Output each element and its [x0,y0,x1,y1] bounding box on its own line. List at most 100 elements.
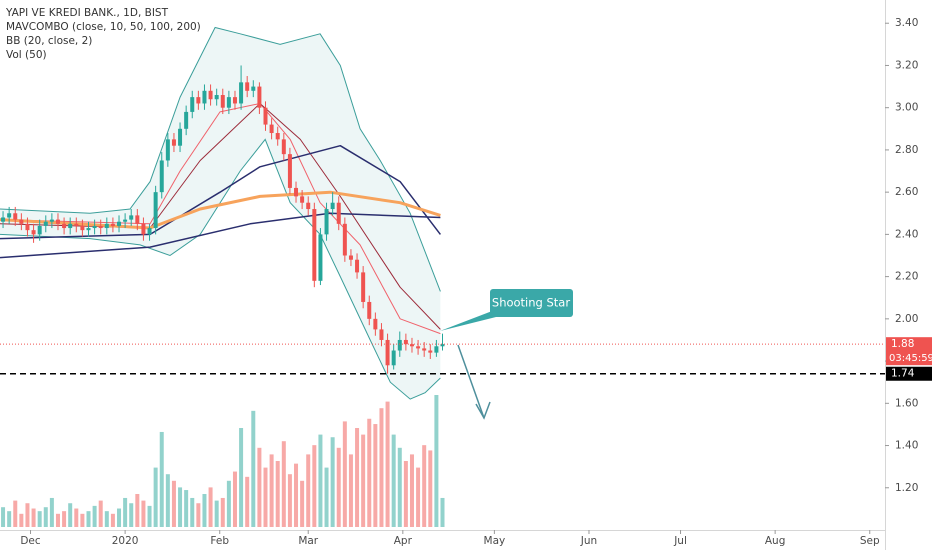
volume-bar [80,513,85,527]
candle-body [275,133,280,140]
volume-bar [19,513,24,527]
ma-line [0,144,441,240]
candle-body [342,223,347,256]
volume-bar [403,461,408,527]
candle-body [391,350,396,366]
volume-bar [135,494,140,527]
candle-body [165,139,170,161]
volume-bar [226,480,231,527]
moving-averages [0,103,441,335]
candle-body [379,329,384,340]
volume-bar [1,507,6,527]
y-tick-label: 1.60 [895,397,918,409]
volume-bar [409,454,414,527]
x-tick-label: Jun [580,535,597,547]
candle-body [1,217,6,222]
candle-body [336,202,341,224]
volume-bar [281,441,286,527]
volume-bar [342,421,347,527]
countdown-label: 03:45:59 [889,353,932,364]
volume-bar [355,428,360,527]
candle-body [147,228,152,235]
volume-bar [312,445,317,527]
volume-bar [373,424,378,527]
volume-bar [306,454,311,527]
candle-body [373,318,378,330]
volume-bar [62,511,67,527]
y-tick-label: 3.40 [895,17,918,29]
x-tick-label: 2020 [112,535,139,547]
candle-body [416,346,421,349]
y-tick-label: 3.20 [895,59,918,71]
candle-body [117,221,122,226]
candle-body [220,95,225,108]
volume-bar [232,471,237,527]
candle-body [294,187,299,197]
volume-bar [257,447,262,527]
volume-bar [68,503,73,527]
volume-bar [7,511,12,527]
x-tick-label: Apr [394,535,413,547]
candle-body [123,219,128,222]
volume-bar [43,507,48,527]
band-fill [0,27,441,400]
x-tick-label: Dec [20,535,41,547]
candle-body [318,234,323,281]
y-tick-label: 2.40 [895,228,918,240]
candle-body [251,86,256,91]
volume-bar [55,513,60,527]
candle-body [214,95,219,100]
candle-body [31,230,36,235]
candle-body [110,223,115,226]
candle-body [385,339,390,366]
x-tick-label: Aug [765,535,786,547]
y-tick-label: 3.00 [895,102,918,114]
candle-body [153,192,158,229]
callout-pointer [440,308,500,331]
candle-body [440,344,445,347]
axes: 1.201.401.601.802.002.202.402.602.803.00… [20,17,932,547]
volume-bar [416,467,421,527]
ma-line [0,103,441,335]
candle-body [202,90,207,104]
volume-bar [129,503,134,527]
volume-bar [428,450,433,527]
candles [1,65,445,374]
indicator-label: BB (20, close, 2) [6,35,92,47]
y-tick-label: 2.80 [895,144,918,156]
volume-bar [294,463,299,527]
candle-body [74,223,79,226]
volume-bar [214,500,219,527]
x-tick-label: Mar [298,535,318,547]
ma-line [0,212,441,259]
overlays [0,343,885,375]
arrow-head [475,401,491,420]
candle-body [245,82,250,91]
candle-body [300,196,305,203]
candle-body [226,97,231,108]
volume-bar [104,511,109,527]
candle-body [7,213,12,218]
candle-body [141,223,146,235]
candle-body [232,97,237,104]
candle-body [348,255,353,260]
volume-bar [434,395,439,527]
volume-bar [275,461,280,527]
volume-bar [385,401,390,527]
candle-body [361,272,366,302]
candle-body [171,139,176,146]
volume-bar [422,445,427,527]
candle-body [312,209,317,281]
volume-bar [147,505,152,527]
support-label-box [886,366,932,381]
candle-body [80,225,85,231]
volume-bar [324,467,329,527]
volume-bar [196,503,201,527]
volume-bar [110,513,115,527]
candle-body [68,223,73,229]
candle-body [25,223,30,231]
volume-bar [379,408,384,527]
volume-bar [92,505,97,527]
candle-body [104,223,109,229]
